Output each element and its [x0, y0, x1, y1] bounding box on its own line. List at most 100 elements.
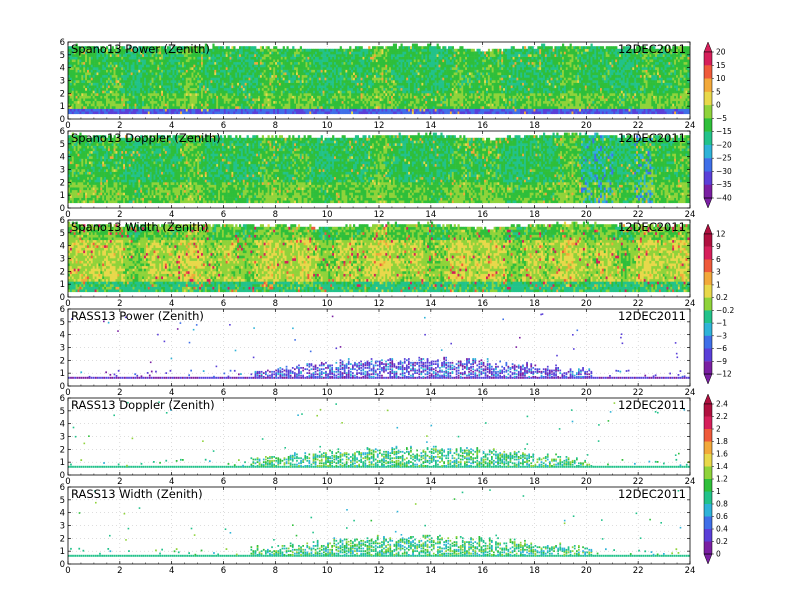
cell: [138, 109, 140, 112]
cell: [338, 101, 340, 104]
cell: [148, 70, 150, 73]
cell: [155, 93, 157, 96]
cell: [114, 88, 116, 91]
cell: [91, 72, 93, 75]
cell: [212, 57, 214, 60]
cell: [363, 98, 365, 101]
cell: [150, 70, 152, 73]
cell: [83, 85, 85, 88]
cell: [136, 96, 138, 99]
cell: [81, 64, 83, 67]
cell: [150, 106, 152, 109]
cell: [349, 101, 351, 104]
cell: [224, 85, 226, 88]
cell: [328, 62, 330, 65]
cell: [355, 109, 357, 112]
cell: [121, 109, 123, 112]
cell: [292, 106, 294, 109]
cell: [283, 101, 285, 104]
cell: [300, 77, 302, 80]
cell: [167, 64, 169, 67]
cell: [359, 111, 361, 114]
cell: [269, 109, 271, 112]
cell: [397, 83, 399, 86]
cell: [307, 93, 309, 96]
cell: [304, 64, 306, 67]
cell: [192, 80, 194, 83]
cell: [307, 51, 309, 54]
cell: [155, 57, 157, 60]
cell: [201, 109, 203, 112]
cell: [133, 57, 135, 60]
cell: [395, 109, 397, 112]
cell: [239, 46, 241, 49]
cell: [102, 70, 104, 73]
cell: [72, 101, 74, 104]
cell: [220, 51, 222, 54]
cell: [249, 77, 251, 80]
cell: [258, 90, 260, 93]
cell: [171, 101, 173, 104]
cell: [393, 88, 395, 91]
cell: [374, 70, 376, 73]
cell: [100, 111, 102, 114]
cell: [395, 106, 397, 109]
cell: [159, 70, 161, 73]
cell: [135, 72, 137, 75]
cell: [148, 93, 150, 96]
cell: [207, 98, 209, 101]
cell: [277, 59, 279, 62]
cell: [173, 83, 175, 86]
cell: [385, 98, 387, 101]
cell: [349, 111, 351, 114]
cell: [161, 80, 163, 83]
cell: [123, 70, 125, 73]
cell: [184, 57, 186, 60]
cell: [342, 75, 344, 78]
cell: [344, 72, 346, 75]
cell: [380, 75, 382, 78]
cell: [152, 88, 154, 91]
cell: [178, 80, 180, 83]
cell: [269, 98, 271, 101]
cell: [332, 70, 334, 73]
cell: [323, 54, 325, 57]
cell: [340, 70, 342, 73]
cell: [237, 101, 239, 104]
cell: [323, 90, 325, 93]
cell: [167, 96, 169, 99]
cell: [294, 59, 296, 62]
cell: [326, 106, 328, 109]
cell: [334, 64, 336, 67]
cell: [140, 93, 142, 96]
cell: [397, 62, 399, 65]
cell: [97, 98, 99, 101]
cell: [180, 72, 182, 75]
cell: [195, 57, 197, 60]
cell: [294, 101, 296, 104]
cell: [290, 103, 292, 106]
cell: [344, 101, 346, 104]
cell: [271, 111, 273, 114]
cell: [174, 64, 176, 67]
cell: [178, 62, 180, 65]
cell: [279, 59, 281, 62]
cell: [180, 101, 182, 104]
cell: [224, 67, 226, 70]
cell: [304, 96, 306, 99]
cell: [104, 106, 106, 109]
cell: [190, 77, 192, 80]
cell: [281, 70, 283, 73]
cell: [285, 49, 287, 52]
cell: [230, 96, 232, 99]
cell: [176, 96, 178, 99]
cell: [279, 54, 281, 57]
cell: [163, 59, 165, 62]
cell: [178, 90, 180, 93]
cell: [376, 64, 378, 67]
cell: [110, 88, 112, 91]
cell: [165, 72, 167, 75]
cell: [372, 80, 374, 83]
cell: [376, 96, 378, 99]
cell: [260, 62, 262, 65]
